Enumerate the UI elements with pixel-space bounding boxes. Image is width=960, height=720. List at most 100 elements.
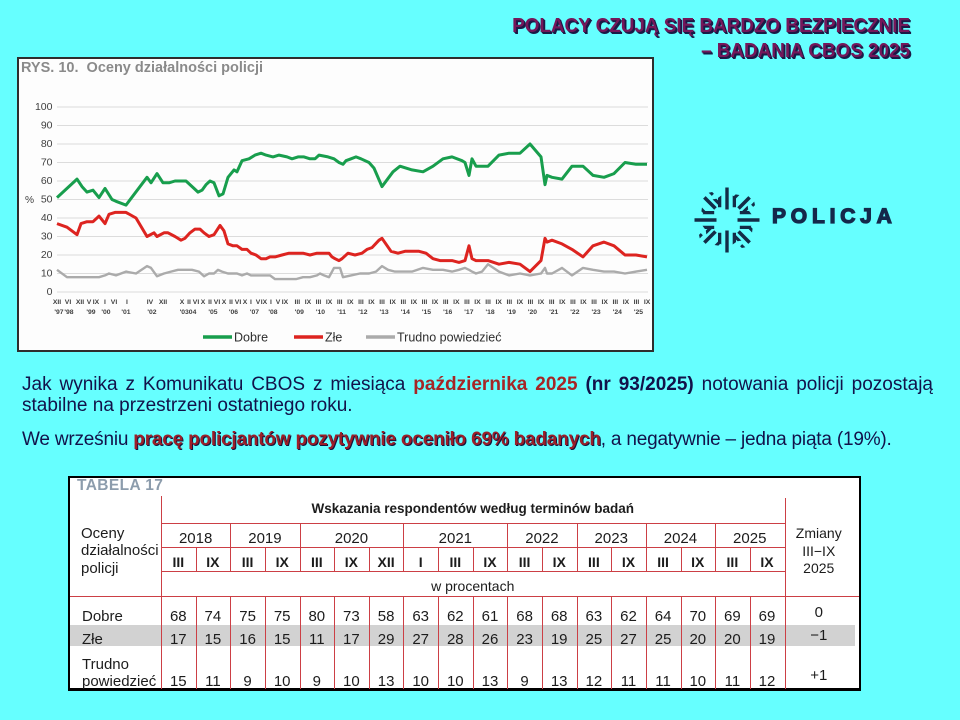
svg-text:III: III: [464, 299, 470, 306]
svg-text:III: III: [634, 299, 640, 306]
svg-text:'99: '99: [86, 309, 95, 316]
svg-text:'05: '05: [208, 309, 217, 316]
svg-text:'09: '09: [295, 309, 304, 316]
svg-text:'08: '08: [268, 309, 277, 316]
svg-text:III: III: [506, 299, 512, 306]
svg-text:Złe: Złe: [325, 331, 342, 345]
svg-text:IX: IX: [261, 299, 268, 306]
svg-text:100: 100: [35, 101, 53, 113]
svg-text:%: %: [25, 195, 34, 206]
svg-text:IX: IX: [644, 299, 651, 306]
svg-text:0: 0: [47, 286, 53, 298]
svg-text:IX: IX: [453, 299, 460, 306]
svg-text:XII: XII: [159, 299, 167, 306]
svg-text:III: III: [443, 299, 449, 306]
svg-text:'97: '97: [54, 309, 63, 316]
svg-text:IX: IX: [559, 299, 566, 306]
svg-text:'16: '16: [443, 309, 452, 316]
svg-text:III: III: [422, 299, 428, 306]
svg-text:VI: VI: [111, 299, 118, 306]
svg-text:10: 10: [41, 267, 53, 279]
svg-text:III: III: [570, 299, 576, 306]
svg-text:III: III: [400, 299, 406, 306]
svg-text:'02: '02: [147, 309, 156, 316]
svg-text:III: III: [316, 299, 322, 306]
svg-text:'07: '07: [250, 309, 259, 316]
svg-text:II: II: [229, 299, 233, 306]
svg-text:IX: IX: [93, 299, 100, 306]
svg-text:III: III: [485, 299, 491, 306]
svg-text:Dobre: Dobre: [234, 331, 268, 345]
svg-text:'01: '01: [121, 309, 130, 316]
svg-text:IX: IX: [305, 299, 312, 306]
svg-text:III: III: [379, 299, 385, 306]
svg-text:V: V: [256, 299, 261, 306]
svg-text:I: I: [250, 299, 252, 306]
svg-text:IX: IX: [623, 299, 630, 306]
svg-text:'18: '18: [486, 309, 495, 316]
svg-text:II: II: [208, 299, 212, 306]
svg-text:VI: VI: [193, 299, 200, 306]
svg-text:IX: IX: [389, 299, 396, 306]
svg-text:40: 40: [41, 212, 53, 224]
svg-text:IX: IX: [538, 299, 545, 306]
svg-text:IX: IX: [517, 299, 524, 306]
svg-text:'22: '22: [570, 309, 579, 316]
svg-text:II: II: [187, 299, 191, 306]
svg-text:'13: '13: [380, 309, 389, 316]
svg-text:III: III: [549, 299, 555, 306]
svg-text:IX: IX: [580, 299, 587, 306]
svg-text:V: V: [87, 299, 92, 306]
svg-text:X: X: [243, 299, 248, 306]
svg-text:80: 80: [41, 138, 53, 150]
svg-text:'0304: '0304: [180, 309, 197, 316]
svg-text:III: III: [358, 299, 364, 306]
svg-text:20: 20: [41, 249, 53, 261]
svg-text:'17: '17: [464, 309, 473, 316]
svg-text:'23: '23: [592, 309, 601, 316]
svg-text:'10: '10: [316, 309, 325, 316]
svg-text:'06: '06: [229, 309, 238, 316]
svg-text:VI: VI: [235, 299, 242, 306]
svg-text:III: III: [528, 299, 534, 306]
svg-text:'15: '15: [422, 309, 431, 316]
svg-text:'98: '98: [64, 309, 73, 316]
svg-text:70: 70: [41, 156, 53, 168]
svg-text:III: III: [337, 299, 343, 306]
svg-text:III: III: [294, 299, 300, 306]
svg-text:IX: IX: [326, 299, 333, 306]
svg-text:XII: XII: [76, 299, 84, 306]
svg-text:IX: IX: [601, 299, 608, 306]
svg-text:IV: IV: [147, 299, 154, 306]
svg-text:IX: IX: [347, 299, 354, 306]
svg-text:'00: '00: [101, 309, 110, 316]
svg-text:'25: '25: [634, 309, 643, 316]
svg-text:IX: IX: [368, 299, 375, 306]
svg-text:X: X: [201, 299, 206, 306]
svg-text:V: V: [276, 299, 281, 306]
svg-text:30: 30: [41, 230, 53, 242]
svg-text:90: 90: [41, 119, 53, 131]
svg-text:'14: '14: [401, 309, 410, 316]
svg-text:I: I: [270, 299, 272, 306]
svg-text:X: X: [222, 299, 227, 306]
svg-text:IX: IX: [474, 299, 481, 306]
svg-text:I: I: [104, 299, 106, 306]
svg-text:'20: '20: [528, 309, 537, 316]
svg-text:'11: '11: [337, 309, 346, 316]
svg-text:IX: IX: [282, 299, 289, 306]
svg-text:50: 50: [41, 193, 53, 205]
svg-text:IX: IX: [411, 299, 418, 306]
svg-text:'19: '19: [507, 309, 516, 316]
svg-text:I: I: [126, 299, 128, 306]
svg-text:VI: VI: [214, 299, 221, 306]
svg-text:III: III: [612, 299, 618, 306]
svg-text:IX: IX: [495, 299, 502, 306]
svg-text:Trudno powiedzieć: Trudno powiedzieć: [397, 331, 501, 345]
svg-text:'24: '24: [613, 309, 622, 316]
svg-text:X: X: [180, 299, 185, 306]
svg-text:VI: VI: [65, 299, 72, 306]
svg-text:XII: XII: [53, 299, 61, 306]
svg-text:IX: IX: [432, 299, 439, 306]
svg-text:III: III: [591, 299, 597, 306]
